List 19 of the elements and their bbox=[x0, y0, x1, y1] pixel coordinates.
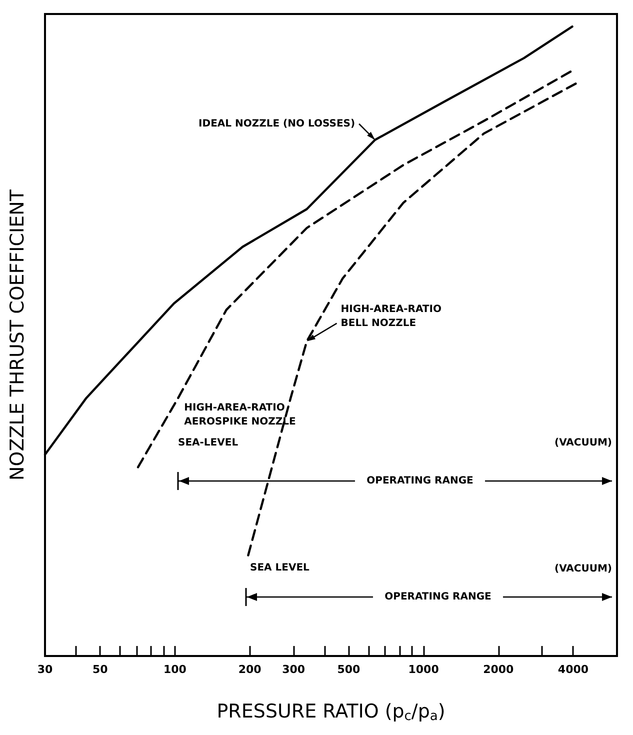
x-tick-label: 500 bbox=[337, 663, 361, 676]
annotation: SEA-LEVEL bbox=[178, 438, 239, 448]
series-label: HIGH-AREA-RATIO BELL NOZZLE bbox=[340, 304, 442, 329]
annotation: SEA LEVEL bbox=[250, 562, 310, 574]
x-tick-label: 1000 bbox=[408, 663, 440, 676]
x-tick-label: 200 bbox=[238, 663, 262, 676]
annotation: (VACUUM) bbox=[554, 438, 612, 448]
series-label: HIGH-AREA-RATIO AEROSPIKE NOZZLE bbox=[184, 402, 296, 428]
x-tick-label: 300 bbox=[282, 663, 306, 676]
x-tick-label: 2000 bbox=[483, 663, 514, 676]
x-tick-label: 100 bbox=[163, 663, 187, 676]
annotation: (VACUUM) bbox=[554, 564, 612, 574]
x-tick-label: 30 bbox=[37, 663, 53, 676]
annotation: OPERATING RANGE bbox=[384, 592, 492, 602]
text: IDEAL NOZZLE (NO LOSSES) bbox=[198, 118, 356, 130]
annotation: OPERATING RANGE bbox=[366, 476, 474, 486]
x-tick-label: 4000 bbox=[558, 663, 589, 676]
x-tick-label: 50 bbox=[92, 663, 108, 676]
y-axis-title: NOZZLE THRUST COEFFICIENT bbox=[6, 189, 28, 480]
